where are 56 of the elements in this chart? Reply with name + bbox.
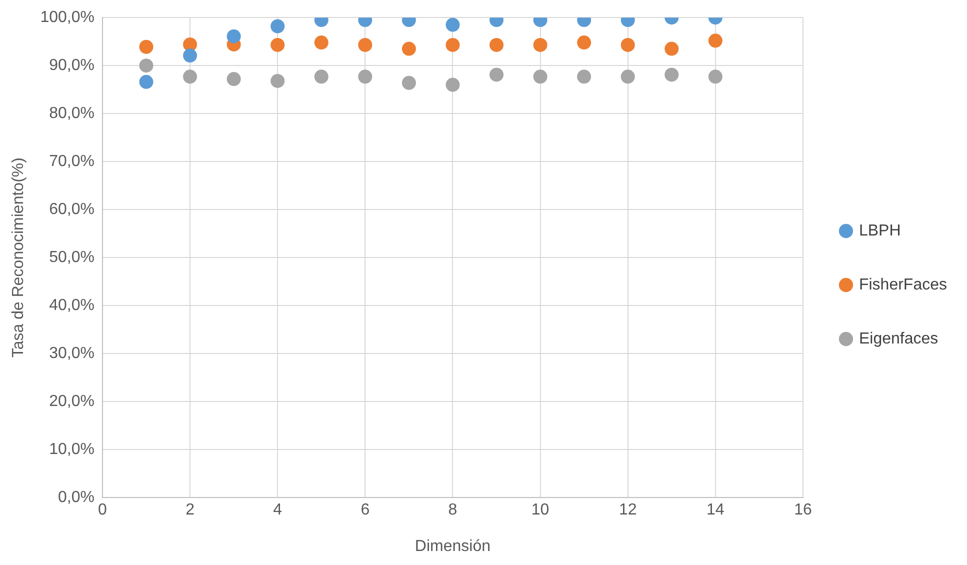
x-tick-label: 2 — [186, 502, 195, 519]
point — [270, 74, 285, 88]
point — [270, 19, 285, 34]
point — [183, 70, 198, 84]
y-tick-label: 70,0% — [49, 153, 94, 170]
y-tick-label: 80,0% — [49, 105, 94, 122]
y-tick-label: 40,0% — [49, 297, 94, 314]
y-tick-label: 10,0% — [49, 441, 94, 458]
point — [533, 70, 548, 84]
point — [139, 74, 154, 89]
point — [708, 70, 722, 84]
point — [533, 38, 548, 52]
point — [620, 38, 635, 52]
x-tick-label: 10 — [531, 502, 550, 519]
point — [402, 42, 416, 56]
legend-label: FisherFaces — [858, 276, 948, 294]
point — [314, 36, 328, 50]
x-tick-label: 6 — [360, 502, 370, 519]
point — [708, 34, 722, 48]
y-tick-label: 90,0% — [49, 57, 94, 74]
point — [664, 68, 679, 82]
point — [664, 42, 679, 56]
point — [446, 38, 460, 52]
x-tick-label: 8 — [448, 502, 458, 519]
x-tick-label: 0 — [98, 502, 108, 519]
point — [402, 76, 416, 90]
legend-label: Eigenfaces — [858, 330, 938, 348]
y-tick-label: 30,0% — [49, 345, 94, 362]
y-axis-title: Tasa de Reconocimiento(%) — [10, 158, 28, 358]
point — [139, 40, 154, 54]
point — [183, 48, 198, 63]
x-tick-label: 12 — [618, 502, 637, 519]
y-tick-label: 60,0% — [49, 201, 94, 218]
legend-label: LBPH — [858, 222, 901, 240]
y-tick-label: 20,0% — [49, 393, 94, 410]
point — [446, 18, 460, 32]
point — [358, 70, 372, 84]
y-tick-label: 100,0% — [40, 9, 94, 26]
point — [358, 38, 372, 52]
x-axis-title: Dimensión — [414, 538, 491, 555]
x-tick-label: 4 — [273, 502, 282, 519]
point — [270, 38, 285, 52]
point — [490, 38, 504, 52]
y-tick-label: 50,0% — [49, 249, 94, 266]
point — [577, 36, 592, 50]
point — [314, 70, 328, 84]
y-tick-label: 0,0% — [58, 489, 94, 506]
point — [226, 29, 241, 44]
x-tick-label: 14 — [706, 502, 724, 519]
point — [620, 70, 635, 84]
point — [446, 78, 460, 92]
point — [139, 58, 154, 73]
point — [226, 72, 241, 86]
point — [490, 68, 504, 82]
point — [577, 70, 592, 84]
x-tick-label: 16 — [794, 502, 812, 519]
